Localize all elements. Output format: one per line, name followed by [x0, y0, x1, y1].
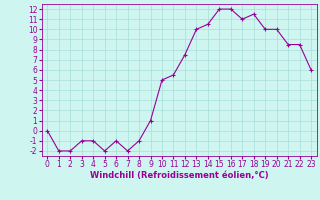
- X-axis label: Windchill (Refroidissement éolien,°C): Windchill (Refroidissement éolien,°C): [90, 171, 268, 180]
